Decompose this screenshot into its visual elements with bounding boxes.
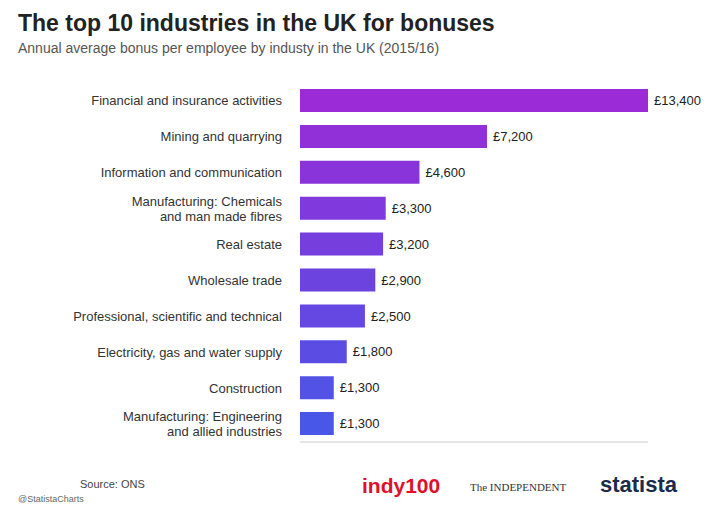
svg-text:Financial and insurance activi: Financial and insurance activities: [91, 93, 282, 108]
svg-text:£4,600: £4,600: [425, 165, 465, 180]
html-text:statista: statista: [600, 472, 677, 497]
html-text:@StatistaCharts: @StatistaCharts: [18, 494, 84, 504]
svg-text:Mining and quarrying: Mining and quarrying: [161, 129, 282, 144]
svg-text:£7,200: £7,200: [493, 129, 533, 144]
svg-text:Construction: Construction: [209, 381, 282, 396]
svg-text:£3,300: £3,300: [392, 201, 432, 216]
svg-text:£13,400: £13,400: [654, 93, 701, 108]
svg-text:Manufacturing: Engineeringand: Manufacturing: Engineeringand allied ind…: [123, 409, 282, 439]
html-text:Annual average bonus per emplo: Annual average bonus per employee by ind…: [18, 40, 439, 56]
svg-text:£1,300: £1,300: [340, 416, 380, 431]
svg-text:£2,500: £2,500: [371, 309, 411, 324]
svg-text:Wholesale trade: Wholesale trade: [188, 273, 282, 288]
svg-text:Manufacturing: Chemicalsand ma: Manufacturing: Chemicalsand man made fib…: [132, 194, 283, 224]
html-text:The top 10 industries in the U: The top 10 industries in the UK for bonu…: [18, 10, 495, 36]
svg-text:Electricity, gas and water sup: Electricity, gas and water supply: [97, 345, 282, 360]
html-text:Source: ONS: Source: ONS: [80, 478, 145, 490]
svg-text:£3,200: £3,200: [389, 237, 429, 252]
html-text:The INDEPENDENT: The INDEPENDENT: [470, 481, 567, 493]
svg-text:Real estate: Real estate: [216, 237, 282, 252]
svg-text:£1,300: £1,300: [340, 380, 380, 395]
svg-text:£1,800: £1,800: [353, 344, 393, 359]
svg-text:Professional, scientific and t: Professional, scientific and technical: [73, 309, 282, 324]
html-text:indy100: indy100: [362, 474, 441, 497]
svg-text:Information and communication: Information and communication: [101, 165, 282, 180]
svg-text:£2,900: £2,900: [381, 273, 421, 288]
